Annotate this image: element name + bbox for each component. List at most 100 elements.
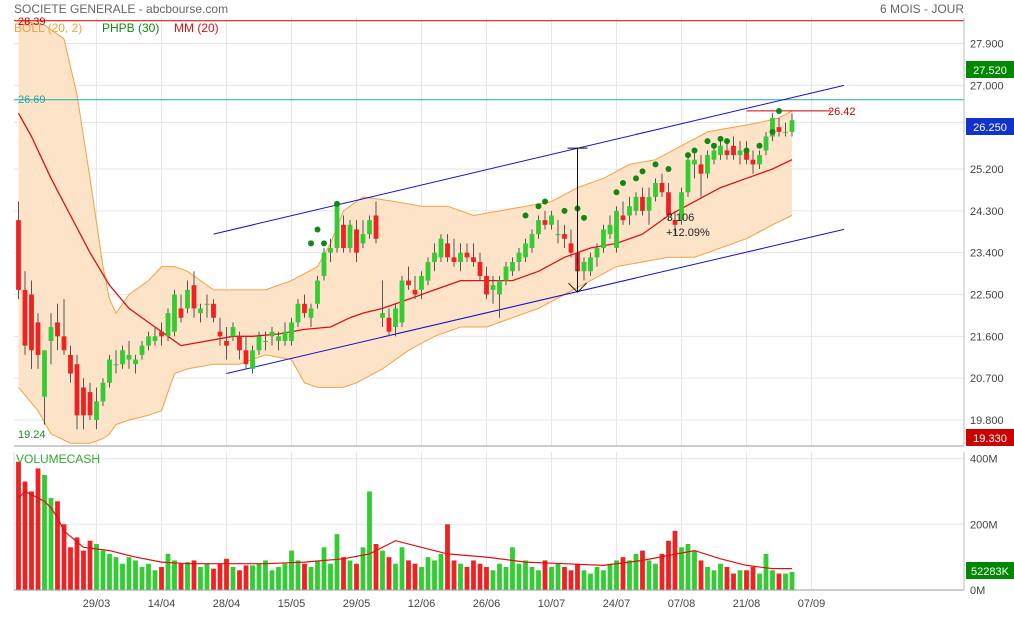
volume-bar [425, 557, 431, 590]
phpb-dot [620, 179, 626, 186]
candle-body [341, 224, 346, 249]
candle-body [22, 289, 28, 346]
volume-bar [360, 547, 366, 590]
volume-bar [74, 537, 80, 590]
level-mid-label: 26.69 [18, 94, 46, 106]
price-tick-label: 27.900 [970, 39, 1004, 51]
volume-bar [789, 571, 795, 590]
volume-bar [646, 560, 652, 590]
volume-bar [477, 563, 483, 590]
price-tick-label: 22.500 [970, 290, 1004, 302]
volume-bar [55, 501, 60, 590]
phpb-dot [522, 212, 529, 219]
phpb-dot [561, 207, 568, 214]
candle-body [256, 336, 262, 351]
volume-bar [718, 563, 723, 590]
volume-bar [640, 550, 645, 590]
volume-bar [269, 570, 275, 590]
volume-last-tag [966, 562, 1014, 579]
volume-bar [126, 557, 132, 590]
volume-bar [399, 547, 405, 590]
volume-bar [224, 558, 229, 590]
candle-body [55, 322, 60, 337]
candle-body [672, 220, 678, 225]
volume-bar [68, 547, 73, 590]
chart-period: 6 MOIS - JOUR [879, 2, 964, 16]
volume-bar [562, 567, 567, 590]
candle-body [737, 150, 743, 156]
price-tick-label: 19.800 [970, 415, 1004, 427]
phpb-dot [685, 152, 691, 159]
date-tick-label: 07/09 [798, 598, 826, 610]
phpb-dot [334, 200, 340, 207]
date-tick-label: 26/06 [473, 598, 501, 610]
candle-body [516, 252, 522, 262]
price-tick-label: 25.200 [970, 164, 1004, 176]
candle-body [666, 192, 671, 216]
volume-bar [373, 544, 379, 590]
phpb-dot [321, 240, 327, 247]
volume-bar [217, 563, 223, 590]
volume-bar [237, 570, 242, 590]
candle-body [29, 294, 34, 351]
lower-price-tag-text: 19.330 [973, 433, 1007, 445]
candle-body [718, 145, 723, 156]
candle-body [61, 336, 67, 351]
volume-bar [341, 557, 346, 590]
volume-bar [484, 567, 489, 590]
legend-mm: MM (20) [174, 21, 219, 35]
candle-body [412, 289, 418, 295]
volume-bar [516, 563, 522, 590]
volume-bar [542, 560, 548, 590]
volume-bar [588, 573, 593, 590]
volume-last-tag-text: 52283K [971, 566, 1010, 578]
volume-bar [321, 547, 327, 590]
volume-bar [198, 567, 203, 590]
candle-body [94, 401, 99, 420]
volume-bar [185, 562, 190, 590]
volume-bar [705, 567, 710, 590]
last-price-tag-text: 26.250 [973, 122, 1007, 134]
candle-body [601, 229, 606, 249]
volume-bar [263, 560, 268, 590]
volume-bar [633, 553, 639, 590]
date-tick-label: 29/03 [83, 598, 111, 610]
candle-body [679, 192, 684, 221]
phpb-dots [308, 107, 782, 247]
candle-body [471, 257, 476, 262]
candle-body [419, 275, 424, 290]
legend-phpb: PHPB (30) [102, 21, 159, 35]
candle-body [581, 261, 587, 272]
candle-body [113, 364, 119, 366]
date-tick-label: 28/04 [213, 598, 241, 610]
candle-body [68, 354, 73, 374]
volume-bar [503, 567, 509, 590]
phpb-dot [756, 142, 763, 149]
volume-bars [16, 461, 795, 590]
volume-bar [48, 498, 54, 590]
date-tick-label: 07/08 [668, 598, 696, 610]
volume-tick-label: 200M [970, 519, 998, 531]
volume-bar [757, 573, 762, 590]
volume-bar [334, 534, 340, 590]
volume-bar [783, 573, 788, 590]
phpb-dot [308, 240, 314, 247]
volume-bar [87, 540, 93, 590]
date-tick-label: 10/07 [538, 598, 566, 610]
volume-bar [386, 557, 392, 590]
volume-bar [16, 461, 21, 590]
candle-body [269, 331, 275, 337]
candle-body [757, 155, 762, 165]
candle-body [731, 145, 736, 156]
volume-bar [282, 563, 288, 590]
candle-body [490, 285, 496, 290]
volume-bar [113, 557, 119, 590]
candle-body [393, 308, 398, 328]
volume-bar [497, 563, 502, 590]
candle-body [100, 382, 106, 402]
candle-body [308, 308, 314, 318]
candle-body [204, 303, 210, 305]
volume-bar [750, 567, 756, 590]
candle-body [510, 261, 515, 272]
